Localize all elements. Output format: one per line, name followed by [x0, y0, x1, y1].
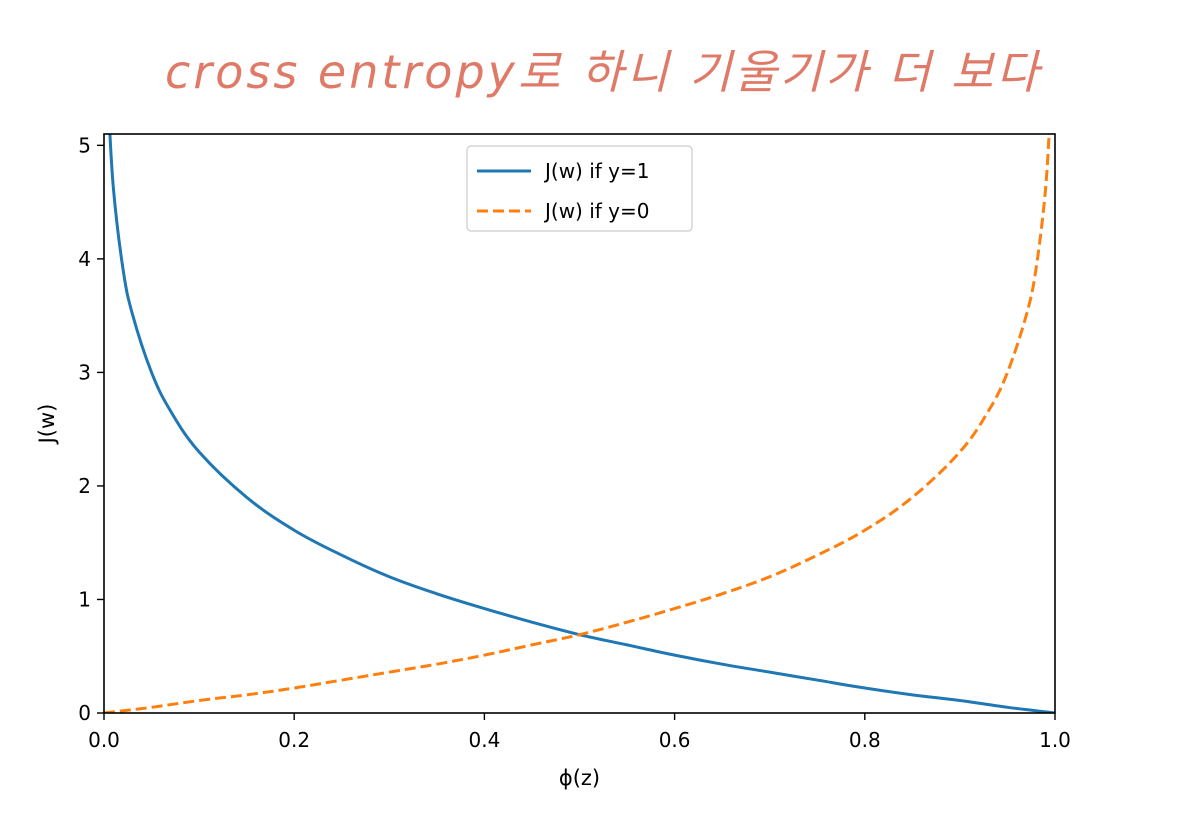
y-tick-label: 3 — [78, 360, 91, 384]
y-tick-label: 4 — [78, 247, 91, 271]
series-line-y1 — [108, 134, 1055, 713]
x-tick-label: 0.6 — [659, 728, 691, 752]
y-axis: 0 1 2 3 4 5 — [78, 133, 104, 725]
legend-label: J(w) if y=0 — [543, 199, 650, 223]
x-tick-label: 0.8 — [849, 728, 881, 752]
handwritten-annotation: cross entropy로 하니 기울기가 더 보다 — [165, 45, 1043, 99]
y-axis-label: J(w) — [35, 404, 59, 446]
y-tick-label: 5 — [78, 133, 91, 157]
y-tick-label: 0 — [78, 701, 91, 725]
legend-label: J(w) if y=1 — [543, 159, 650, 183]
x-tick-label: 0.4 — [468, 728, 500, 752]
series-layer — [104, 134, 1055, 713]
y-tick-label: 1 — [78, 587, 91, 611]
x-tick-label: 0.0 — [88, 728, 120, 752]
y-tick-label: 2 — [78, 474, 91, 498]
x-axis-label: ϕ(z) — [559, 766, 600, 790]
plot-border — [103, 133, 1056, 714]
x-tick-label: 1.0 — [1039, 728, 1071, 752]
x-axis: 0.0 0.2 0.4 0.6 0.8 1.0 — [88, 713, 1071, 752]
series-line-y0 — [104, 134, 1051, 713]
x-tick-label: 0.2 — [278, 728, 310, 752]
legend-box — [466, 145, 693, 232]
legend: J(w) if y=1 J(w) if y=0 — [466, 145, 693, 232]
